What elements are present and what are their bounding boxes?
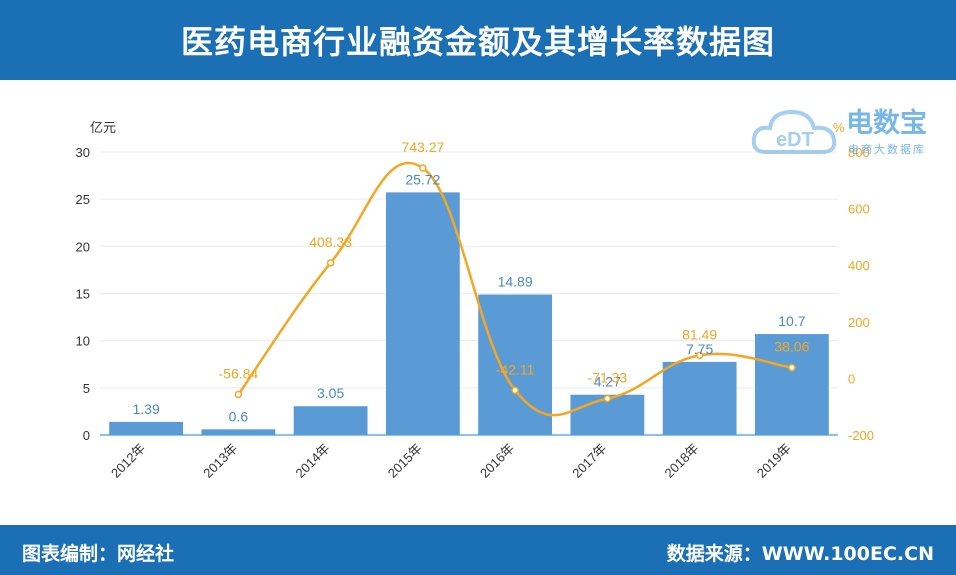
watermark-subtitle: 电商大数据库: [848, 143, 926, 156]
footer-bar: 图表编制：网经社 数据来源：WWW.100EC.CN: [0, 525, 956, 575]
growth-rate-point: [603, 394, 612, 403]
y-left-tick-label: 5: [83, 381, 90, 396]
bar: [385, 192, 460, 435]
growth-rate-point: [788, 363, 796, 372]
y-right-tick-label: -200: [848, 428, 874, 443]
bar-value-label: 7.75: [686, 341, 713, 357]
bar: [109, 421, 184, 435]
chart-svg: 0 5 10 15 20 25 30 -200 0 200 400 600 800 亿元 % 2012年 201…: [76, 120, 875, 481]
growth-rate-point: [234, 390, 243, 399]
page-title: 医药电商行业融资金额及其增长率数据图: [180, 23, 775, 61]
y-left-tick-label: 20: [76, 239, 90, 254]
bar-value-label: 0.6: [229, 408, 249, 424]
x-tick-label: 2017年: [569, 441, 609, 481]
bar: [293, 406, 368, 435]
bar-value-label: 4.27: [594, 374, 621, 390]
bar-value-label: 3.05: [317, 385, 344, 401]
growth-rate-label: 38.06: [774, 339, 809, 355]
growth-rate-label: -42.11: [496, 361, 535, 377]
x-tick-label: 2015年: [385, 441, 425, 481]
y-left-tick-label: 30: [76, 145, 90, 160]
growth-rate-point: [695, 351, 704, 360]
y-left-tick-label: 25: [76, 192, 90, 207]
bar-value-label: 14.89: [498, 274, 533, 290]
x-tick-label: 2013年: [200, 441, 240, 481]
bar: [201, 429, 276, 435]
growth-rate-label: -71.33: [588, 370, 628, 386]
y-left-tick-label: 10: [76, 334, 90, 349]
bar-value-label: 1.39: [133, 401, 160, 417]
growth-rate-point: [511, 386, 519, 395]
growth-rate-point: [326, 259, 335, 267]
bar-value-label: 10.7: [778, 313, 805, 329]
cloud-logo-icon: eDT: [751, 109, 837, 154]
bar: [662, 361, 737, 435]
x-tick-label: 2018年: [661, 441, 701, 481]
y-right-tick-label: 600: [848, 202, 870, 217]
x-tick-label: 2014年: [292, 441, 332, 481]
y-left-tick-label: 15: [76, 287, 90, 302]
growth-rate-point: [419, 164, 427, 172]
y-right-tick-label: 0: [848, 371, 855, 386]
growth-rate-label: 408.33: [309, 234, 352, 250]
y-right-unit-label: %: [833, 120, 845, 135]
x-tick-label: 2016年: [477, 441, 517, 481]
y-left-unit-label: 亿元: [90, 120, 116, 135]
data-source: 数据来源：WWW.100EC.CN: [666, 543, 934, 565]
bar: [754, 334, 829, 435]
y-right-tick-label: 800: [848, 145, 870, 160]
y-right-tick-label: 200: [848, 315, 870, 330]
bar-value-label: 25.72: [405, 171, 440, 187]
x-tick-label: 2019年: [754, 441, 794, 481]
x-tick-label: 2012年: [108, 441, 148, 481]
y-left-tick-label: 0: [83, 428, 90, 443]
growth-rate-label: 743.27: [401, 139, 444, 155]
chart-credit: 图表编制：网经社: [22, 543, 175, 565]
growth-rate-label: -56.84: [219, 365, 259, 381]
header-bar: 医药电商行业融资金额及其增长率数据图: [0, 0, 956, 80]
watermark-logo-text: eDT: [776, 129, 814, 151]
watermark-name: 电数宝: [846, 108, 927, 139]
y-right-tick-label: 400: [848, 258, 870, 273]
growth-rate-label: 81.49: [682, 326, 717, 342]
chart-area: 0 5 10 15 20 25 30 -200 0 200 400 600 800 亿元% 2012年 201…: [0, 80, 956, 525]
